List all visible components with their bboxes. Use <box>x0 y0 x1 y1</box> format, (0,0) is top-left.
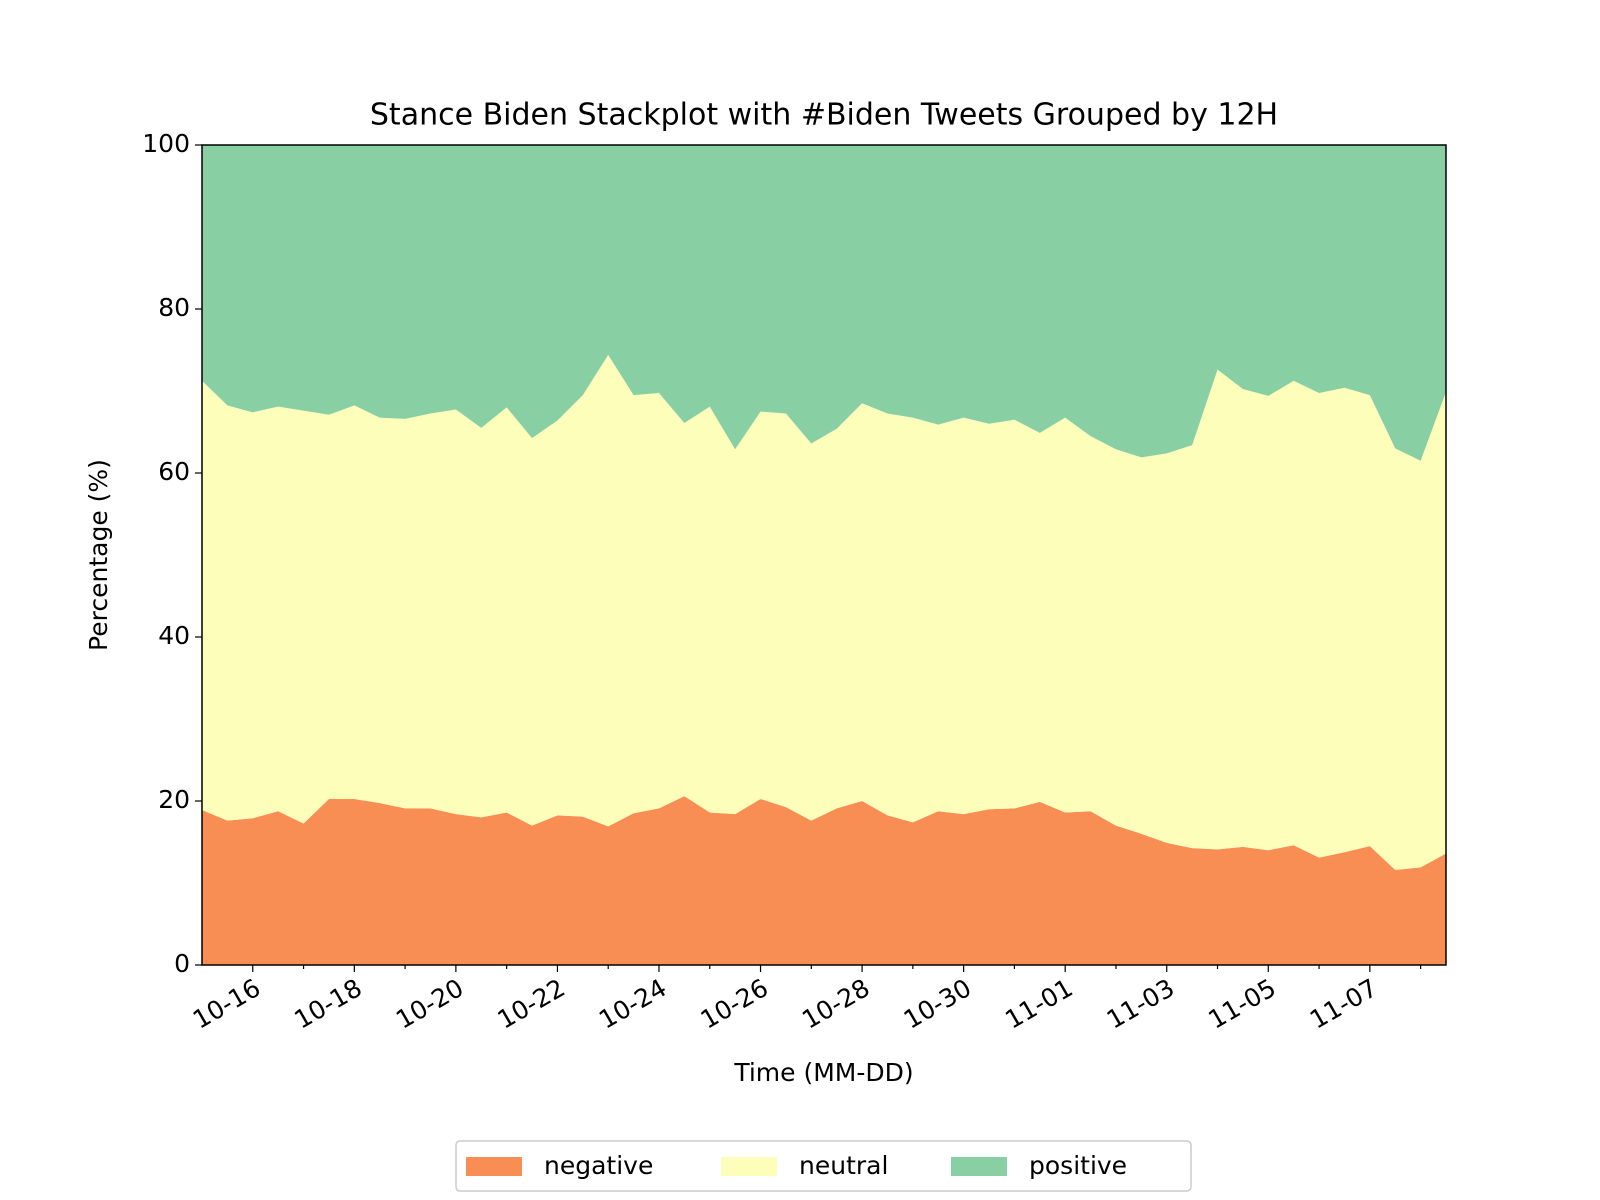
legend-swatch <box>721 1157 777 1176</box>
x-tick-label: 11-07 <box>1305 973 1382 1034</box>
x-tick-label: 10-22 <box>493 973 570 1034</box>
legend: negative neutral positive <box>455 1140 1192 1192</box>
x-axis-label: Time (MM-DD) <box>733 1058 913 1087</box>
area-negative <box>202 796 1446 965</box>
legend-label: neutral <box>799 1151 888 1180</box>
legend-label: negative <box>544 1151 653 1180</box>
chart-title: Stance Biden Stackplot with #Biden Tweet… <box>370 98 1278 133</box>
y-axis-label: Percentage (%) <box>84 459 113 651</box>
y-tick-label: 20 <box>158 785 190 814</box>
legend-swatch <box>466 1157 522 1176</box>
plot-frame <box>201 144 1447 966</box>
legend-label: positive <box>1029 1151 1127 1180</box>
y-tick-label: 0 <box>174 949 190 978</box>
y-tick-label: 60 <box>158 457 190 486</box>
legend-swatch <box>951 1157 1007 1176</box>
x-tick-label: 10-28 <box>797 973 874 1034</box>
x-tick-label: 11-03 <box>1102 973 1179 1034</box>
x-tick-label: 10-18 <box>289 973 366 1034</box>
y-tick-label: 40 <box>158 621 190 650</box>
x-tick-label: 10-24 <box>594 973 671 1034</box>
x-tick-label: 10-26 <box>696 973 773 1034</box>
y-tick-label: 80 <box>158 293 190 322</box>
area-positive <box>202 145 1446 461</box>
x-tick-label: 10-16 <box>188 973 265 1034</box>
legend-frame <box>455 1140 1192 1192</box>
x-tick-label: 11-05 <box>1203 973 1280 1034</box>
area-neutral <box>202 354 1446 870</box>
x-tick-label: 10-30 <box>899 973 976 1034</box>
x-tick-label: 10-20 <box>391 973 468 1034</box>
x-tick-label: 11-01 <box>1000 973 1077 1034</box>
y-tick-label: 100 <box>142 129 190 158</box>
